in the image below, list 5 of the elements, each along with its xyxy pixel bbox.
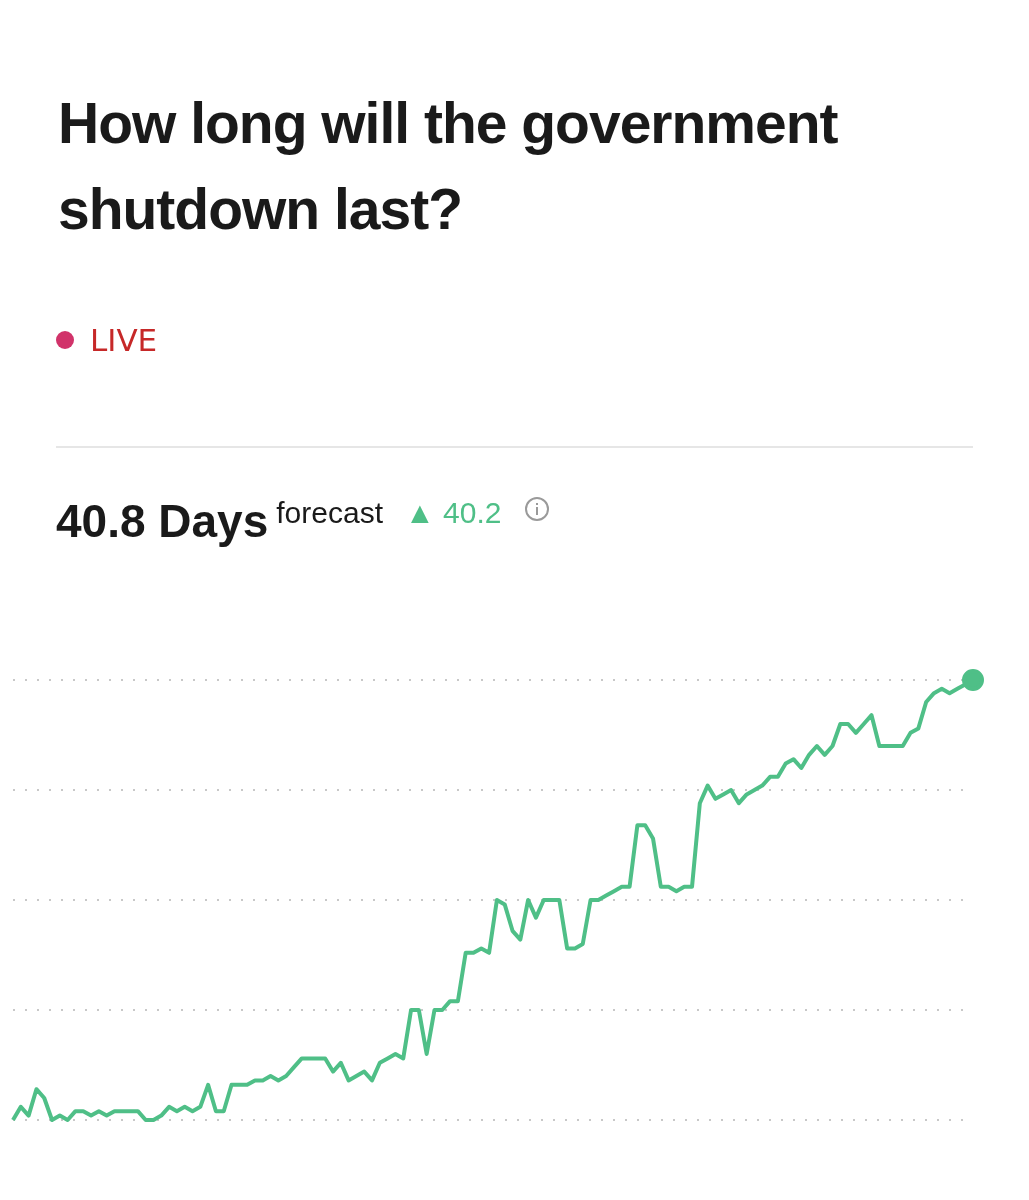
text: 40.8 Days — [56, 494, 269, 548]
text: forecast — [276, 496, 383, 530]
text: ▲ 40.2 — [405, 496, 502, 530]
chart-title: How long will the government shutdown last? — [58, 90, 839, 243]
text: LIVE — [90, 322, 158, 358]
